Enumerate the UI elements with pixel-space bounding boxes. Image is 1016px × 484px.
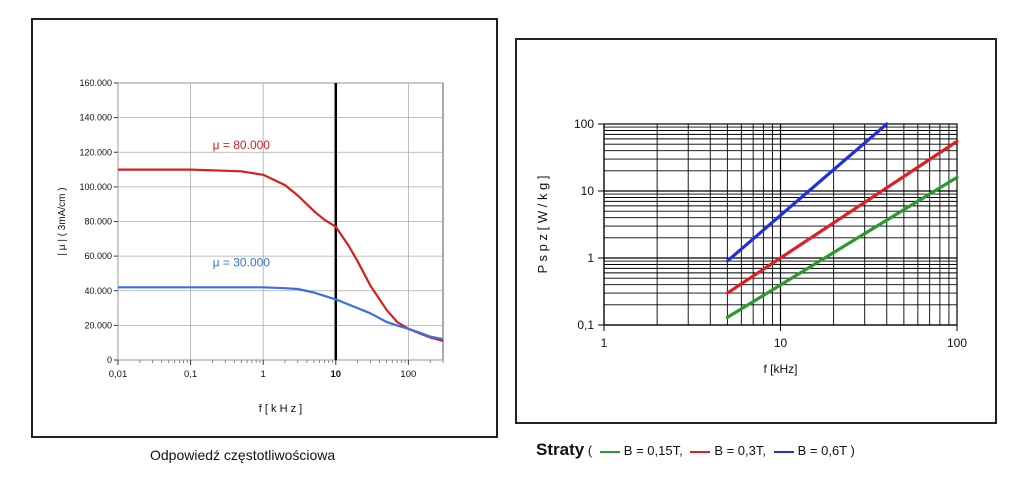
x-tick-label: 1: [601, 336, 608, 350]
y-tick-label: 100.000: [79, 182, 112, 192]
y-tick-label: 140.000: [79, 113, 112, 123]
legend-label-red: B = 0,3T,: [714, 443, 766, 458]
y-tick-label: 120.000: [79, 147, 112, 157]
x-tick-label: 100: [400, 369, 416, 380]
x-tick-label: 0,01: [109, 369, 128, 380]
legend-item-green: B = 0,15T,: [596, 443, 687, 458]
y-tick-label: 160.000: [79, 78, 112, 88]
frequency-response-panel: 0 20.000 40.000 60.000 80.000 100.000 120.000 1…: [31, 18, 498, 438]
losses-panel: 0,1 1 10 100 1 10 100 f [kHz] P s p z [ W / k g …: [515, 38, 997, 424]
x-axis-label: f [ k H z ]: [259, 403, 302, 415]
legend-swatch-green: [599, 450, 620, 453]
legend-item-blue: B = 0,6T: [770, 443, 851, 458]
legend-swatch-blue: [773, 450, 794, 453]
x-tick-label: 10: [774, 336, 788, 350]
y-tick-label: 100: [574, 117, 594, 131]
x-tick-label: 0,1: [184, 369, 197, 380]
legend-label-blue: B = 0,6T: [797, 443, 847, 458]
y-tick-label: 0,1: [577, 318, 594, 332]
frequency-response-chart: 0 20.000 40.000 60.000 80.000 100.000 120.000 1…: [57, 78, 444, 415]
x-tick-label: 1: [261, 369, 266, 380]
legend-open-paren: (: [587, 443, 593, 458]
series-label-mu-30000: μ = 30.000: [213, 256, 271, 270]
y-tick-label: 0: [107, 355, 112, 365]
x-tick-label: 10: [330, 369, 341, 380]
y-tick-label: 60.000: [84, 251, 112, 261]
series-line-mu-30000: [118, 286, 444, 341]
y-axis-label: | μ | ( 3mA/cm ): [57, 187, 68, 255]
x-axis-label: f [kHz]: [763, 362, 797, 376]
series-line-b-06t: [725, 122, 889, 263]
legend-swatch-red: [690, 450, 711, 453]
y-tick-label: 80.000: [84, 217, 112, 227]
y-tick-label: 10: [581, 184, 595, 198]
losses-caption-title: Straty: [536, 440, 585, 459]
y-tick-label: 20.000: [84, 320, 112, 330]
series-label-mu-80000: μ = 80.000: [213, 138, 271, 152]
losses-caption: Straty ( B = 0,15T, B = 0,3T, B = 0,6T ): [536, 440, 855, 460]
y-tick-label: 40.000: [84, 286, 112, 296]
losses-chart: 0,1 1 10 100 1 10 100 f [kHz] P s p z [ W / k g …: [535, 117, 967, 376]
x-tick-label: 100: [947, 336, 967, 350]
y-axis-label: P s p z [ W / k g ]: [535, 175, 550, 273]
series-line-b-015t: [725, 175, 959, 319]
series-line-b-03t: [725, 139, 959, 295]
legend-label-green: B = 0,15T,: [623, 443, 683, 458]
legend-item-red: B = 0,3T,: [686, 443, 769, 458]
frequency-response-caption: Odpowiedź częstotliwościowa: [150, 447, 336, 463]
y-tick-label: 1: [587, 251, 594, 265]
legend-close-paren: ): [850, 443, 855, 458]
